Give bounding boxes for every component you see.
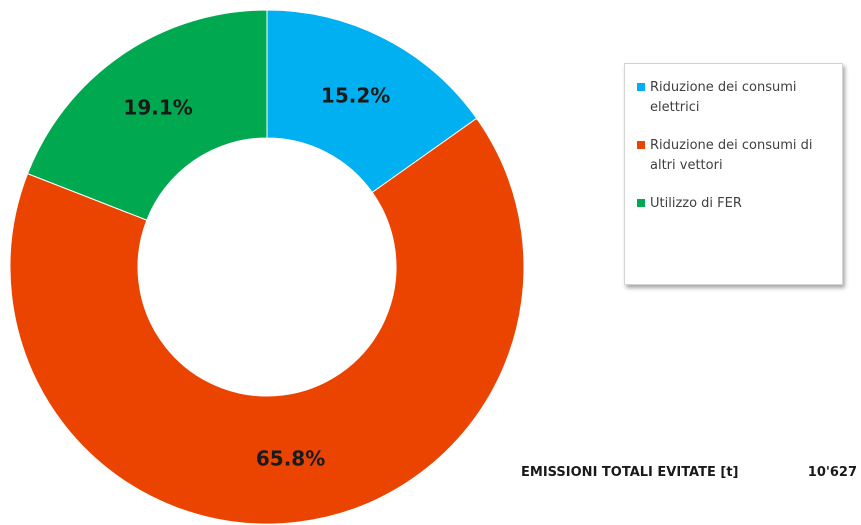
legend-item-1: Riduzione dei consumi elettrici: [637, 78, 836, 118]
legend-item-2: Riduzione dei consumi di altri vettori: [637, 136, 836, 176]
donut-slice-2: [9, 117, 525, 525]
slice-data-label-1: 15.2%: [321, 84, 390, 108]
total-emissions-value: 10'627: [807, 465, 857, 480]
legend-label-1: Riduzione dei consumi elettrici: [650, 80, 797, 115]
legend-swatch-1: [637, 83, 645, 91]
donut-chart: 15.2% 65.8% 19.1%: [9, 9, 525, 525]
donut-slice-1: [266, 9, 478, 194]
legend-item-3: Utilizzo di FER: [637, 194, 836, 214]
total-emissions-label: EMISSIONI TOTALI EVITATE [t]: [521, 465, 739, 480]
donut-slice-3: [26, 9, 268, 221]
legend-swatch-2: [637, 141, 645, 149]
slice-data-label-3: 19.1%: [123, 96, 192, 120]
slice-data-label-2: 65.8%: [256, 447, 325, 471]
legend-label-2: Riduzione dei consumi di altri vettori: [650, 138, 813, 173]
legend-label-3: Utilizzo di FER: [650, 196, 742, 211]
legend: Riduzione dei consumi elettrici Riduzione…: [624, 63, 843, 285]
legend-swatch-3: [637, 199, 645, 207]
